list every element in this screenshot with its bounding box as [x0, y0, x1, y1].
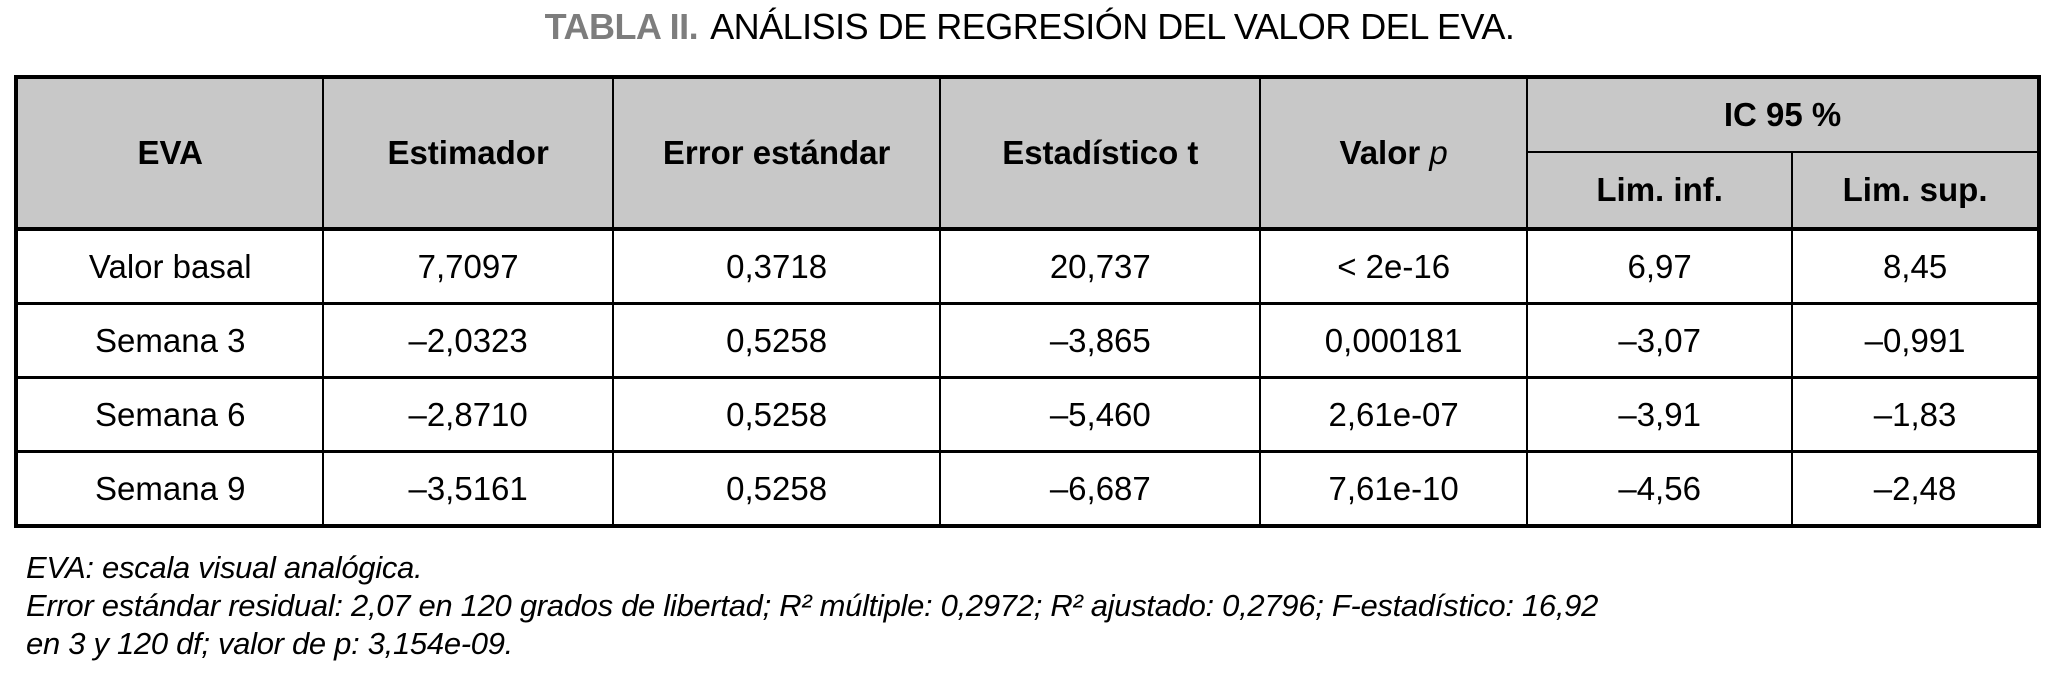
table-title-text: ANÁLISIS DE REGRESIÓN DEL VALOR DEL EVA.	[710, 6, 1515, 47]
table-row: Semana 9 –3,5161 0,5258 –6,687 7,61e-10 …	[14, 450, 2040, 528]
cell-estadistico-t: –6,687	[939, 450, 1262, 528]
cell-lim-sup: 8,45	[1791, 227, 2040, 305]
cell-error-estandar: 0,5258	[611, 376, 942, 453]
cell-lim-sup: –0,991	[1791, 302, 2040, 379]
row-label: Semana 9	[14, 450, 325, 528]
row-label: Semana 3	[14, 302, 325, 379]
table-row: Semana 6 –2,8710 0,5258 –5,460 2,61e-07 …	[14, 376, 2040, 453]
cell-estadistico-t: –5,460	[939, 376, 1262, 453]
valor-p-symbol: p	[1429, 134, 1448, 171]
cell-estadistico-t: 20,737	[939, 227, 1262, 305]
row-label: Semana 6	[14, 376, 325, 453]
cell-lim-sup: –1,83	[1791, 376, 2040, 453]
col-header-lim-inf: Lim. inf.	[1526, 151, 1794, 230]
footnote-abbreviation: EVA: escala visual analógica.	[26, 550, 423, 585]
table-body: Valor basal 7,7097 0,3718 20,737 < 2e-16…	[14, 227, 2040, 528]
col-header-eva: EVA	[14, 76, 325, 230]
cell-valor-p: < 2e-16	[1259, 227, 1529, 305]
header-row-sub: Lim. inf. Lim. sup.	[16, 151, 2040, 230]
table-title: TABLA II. ANÁLISIS DE REGRESIÓN DEL VALOR…	[0, 6, 2059, 48]
cell-lim-inf: –4,56	[1526, 450, 1794, 528]
cell-error-estandar: 0,5258	[611, 450, 942, 528]
cell-estimador: –3,5161	[322, 450, 614, 528]
cell-lim-inf: –3,91	[1526, 376, 1794, 453]
footnote-stats-line2: en 3 y 120 df; valor de p: 3,154e-09.	[26, 626, 513, 661]
cell-error-estandar: 0,3718	[611, 227, 942, 305]
col-header-estadistico-t: Estadístico t	[939, 76, 1262, 230]
header-row-top: EVA Estimador Error estándar Estadístico…	[14, 76, 2040, 230]
regression-table: EVA Estimador Error estándar Estadístico…	[14, 75, 2041, 528]
table-header: EVA Estimador Error estándar Estadístico…	[14, 76, 2040, 230]
cell-valor-p: 0,000181	[1259, 302, 1529, 379]
cell-estadistico-t: –3,865	[939, 302, 1262, 379]
cell-valor-p: 2,61e-07	[1259, 376, 1529, 453]
valor-label: Valor	[1339, 134, 1421, 171]
col-header-ic95: IC 95 %	[1526, 76, 2040, 153]
cell-lim-inf: –3,07	[1526, 302, 1794, 379]
col-header-lim-sup: Lim. sup.	[1791, 151, 2040, 230]
table-row: Valor basal 7,7097 0,3718 20,737 < 2e-16…	[14, 227, 2040, 305]
col-header-estimador: Estimador	[322, 76, 614, 230]
cell-lim-sup: –2,48	[1791, 450, 2040, 528]
cell-lim-inf: 6,97	[1526, 227, 1794, 305]
table-title-number: TABLA II.	[544, 6, 699, 47]
table-row: Semana 3 –2,0323 0,5258 –3,865 0,000181 …	[14, 302, 2040, 379]
cell-estimador: –2,0323	[322, 302, 614, 379]
cell-estimador: 7,7097	[322, 227, 614, 305]
table-footnotes: EVA: escala visual analógica. Error está…	[26, 549, 2046, 663]
footnote-stats-line1: Error estándar residual: 2,07 en 120 gra…	[26, 588, 1599, 623]
cell-estimador: –2,8710	[322, 376, 614, 453]
col-header-error-estandar: Error estándar	[611, 76, 942, 230]
col-header-valor-p: Valor p	[1259, 76, 1529, 230]
cell-error-estandar: 0,5258	[611, 302, 942, 379]
row-label: Valor basal	[14, 227, 325, 305]
cell-valor-p: 7,61e-10	[1259, 450, 1529, 528]
